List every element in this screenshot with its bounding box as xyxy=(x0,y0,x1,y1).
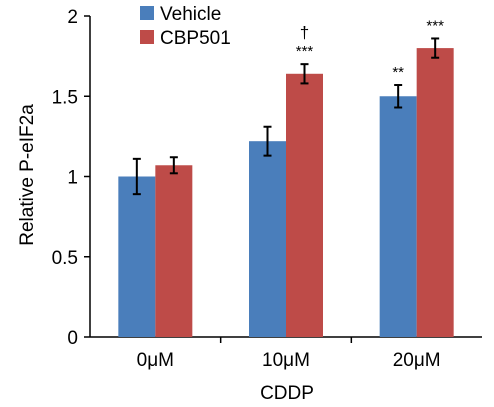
legend-swatch xyxy=(140,30,154,44)
x-tick-label: 20μM xyxy=(393,350,441,371)
significance-label: ** xyxy=(392,64,404,81)
significance-label: *** xyxy=(426,17,444,34)
chart-legend: Vehicle CBP501 xyxy=(140,4,231,49)
x-tick-label: 0μM xyxy=(137,350,174,371)
y-tick-label: 0.5 xyxy=(52,248,78,269)
x-axis-label: CDDP xyxy=(260,383,314,404)
chart-bars: ********† xyxy=(118,17,454,337)
bar-cbp501 xyxy=(416,48,454,337)
bar-cbp501 xyxy=(286,73,323,337)
legend-swatch xyxy=(140,6,154,20)
y-tick-label: 1 xyxy=(67,168,78,189)
bar-vehicle xyxy=(379,96,417,337)
bar-vehicle xyxy=(118,176,156,337)
y-axis-label: Relative P-eIF2a xyxy=(17,104,38,246)
dagger-label: † xyxy=(300,23,309,42)
y-tick-label: 0 xyxy=(67,328,78,349)
bar-vehicle xyxy=(249,141,286,337)
legend-label: CBP501 xyxy=(160,28,231,49)
y-tick-label: 2 xyxy=(67,7,78,28)
significance-label: *** xyxy=(296,43,314,60)
legend-label: Vehicle xyxy=(160,4,221,25)
x-tick-label: 10μM xyxy=(262,350,310,371)
bar-cbp501 xyxy=(155,165,193,337)
y-tick-label: 1.5 xyxy=(52,87,78,108)
